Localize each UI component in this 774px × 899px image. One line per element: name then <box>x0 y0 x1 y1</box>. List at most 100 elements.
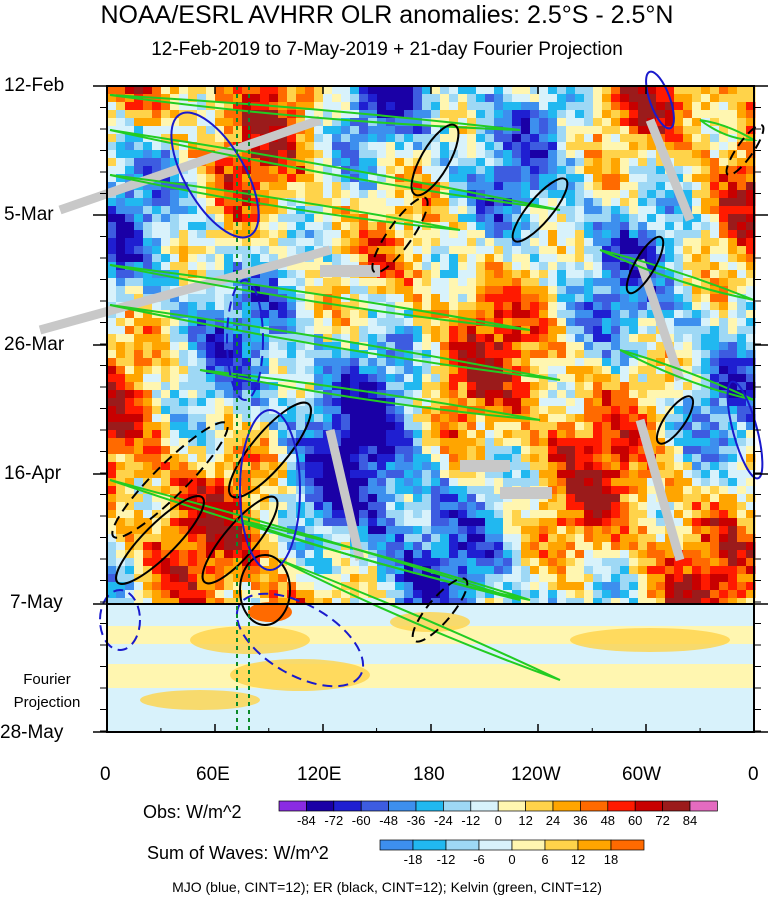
olr-cell <box>692 118 702 127</box>
olr-cell <box>170 582 180 591</box>
olr-cell <box>602 310 612 319</box>
olr-cell <box>494 86 504 95</box>
olr-cell <box>539 310 549 319</box>
olr-cell <box>665 462 675 471</box>
olr-cell <box>485 326 495 335</box>
olr-cell <box>449 502 459 511</box>
olr-cell <box>674 158 684 167</box>
olr-cell <box>485 254 495 263</box>
olr-cell <box>404 518 414 527</box>
olr-cell <box>728 494 738 503</box>
olr-cell <box>647 382 657 391</box>
olr-cell <box>359 518 369 527</box>
olr-cell <box>602 86 612 95</box>
olr-cell <box>440 302 450 311</box>
olr-cell <box>404 302 414 311</box>
olr-cell <box>521 598 531 607</box>
olr-cell <box>413 230 423 239</box>
olr-cell <box>710 494 720 503</box>
olr-cell <box>728 102 738 111</box>
olr-cell <box>440 342 450 351</box>
olr-cell <box>602 118 612 127</box>
olr-cell <box>413 118 423 127</box>
olr-cell <box>116 462 126 471</box>
olr-cell <box>404 342 414 351</box>
olr-cell <box>440 510 450 519</box>
olr-cell <box>575 142 585 151</box>
olr-cell <box>449 438 459 447</box>
olr-cell <box>746 510 756 519</box>
olr-cell <box>503 110 513 119</box>
olr-cell <box>701 574 711 583</box>
obs-colorbar-swatch <box>580 800 609 812</box>
olr-cell <box>539 582 549 591</box>
olr-cell <box>728 326 738 335</box>
olr-cell <box>305 558 315 567</box>
olr-cell <box>431 270 441 279</box>
olr-cell <box>188 134 198 143</box>
olr-cell <box>350 142 360 151</box>
olr-cell <box>269 270 279 279</box>
olr-cell <box>746 262 756 271</box>
olr-cell <box>548 534 558 543</box>
olr-cell <box>215 542 225 551</box>
olr-cell <box>647 414 657 423</box>
olr-cell <box>539 326 549 335</box>
er-contour <box>111 421 229 539</box>
olr-cell <box>134 246 144 255</box>
olr-cell <box>233 126 243 135</box>
olr-cell <box>251 422 261 431</box>
olr-cell <box>620 366 630 375</box>
olr-cell <box>719 534 729 543</box>
olr-cell <box>215 598 225 607</box>
olr-cell <box>692 94 702 103</box>
olr-cell <box>368 438 378 447</box>
olr-cell <box>422 302 432 311</box>
olr-cell <box>242 590 252 599</box>
olr-cell <box>557 358 567 367</box>
olr-cell <box>161 526 171 535</box>
olr-cell <box>251 334 261 343</box>
olr-cell <box>314 486 324 495</box>
olr-cell <box>413 174 423 183</box>
olr-cell <box>728 310 738 319</box>
olr-cell <box>242 118 252 127</box>
olr-cell <box>197 462 207 471</box>
olr-cell <box>116 390 126 399</box>
olr-cell <box>404 510 414 519</box>
olr-cell <box>728 142 738 151</box>
olr-cell <box>719 390 729 399</box>
olr-cell <box>161 230 171 239</box>
x-tick-label: 120E <box>297 764 342 785</box>
olr-cell <box>485 574 495 583</box>
olr-cell <box>656 430 666 439</box>
olr-cell <box>476 310 486 319</box>
olr-cell <box>539 318 549 327</box>
olr-cell <box>710 150 720 159</box>
olr-cell <box>116 230 126 239</box>
olr-cell <box>458 518 468 527</box>
olr-cell <box>188 454 198 463</box>
olr-cell <box>431 462 441 471</box>
olr-cell <box>530 158 540 167</box>
olr-cell <box>449 446 459 455</box>
olr-cell <box>368 582 378 591</box>
olr-cell <box>296 86 306 95</box>
olr-cell <box>395 382 405 391</box>
olr-cell <box>278 494 288 503</box>
olr-cell <box>314 406 324 415</box>
olr-cell <box>188 198 198 207</box>
olr-cell <box>674 270 684 279</box>
olr-cell <box>458 190 468 199</box>
olr-cell <box>125 230 135 239</box>
olr-cell <box>503 454 513 463</box>
olr-cell <box>521 534 531 543</box>
olr-cell <box>269 142 279 151</box>
olr-cell <box>107 158 117 167</box>
olr-cell <box>206 206 216 215</box>
olr-cell <box>728 374 738 383</box>
olr-cell <box>323 198 333 207</box>
olr-cell <box>413 494 423 503</box>
olr-cell <box>314 438 324 447</box>
olr-cell <box>260 454 270 463</box>
